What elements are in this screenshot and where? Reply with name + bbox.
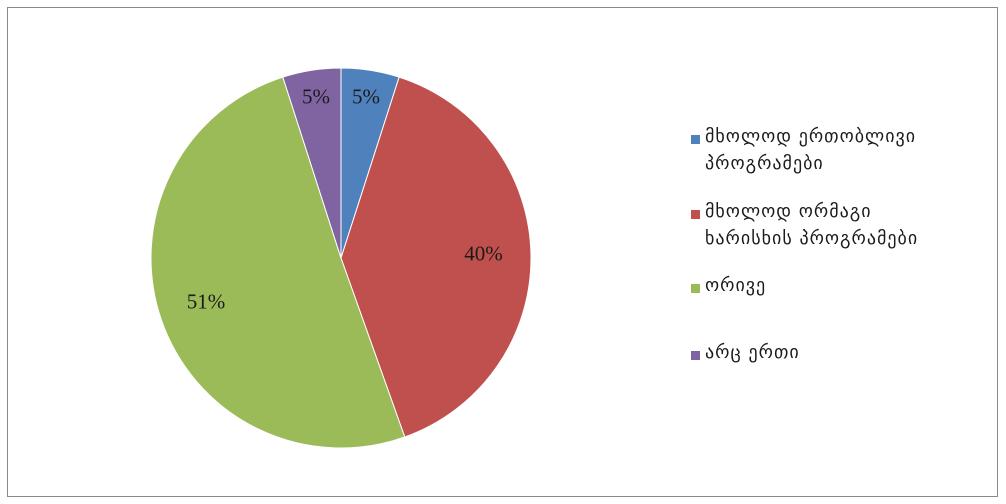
- legend-label-neither: არც ერთი: [705, 342, 800, 363]
- chart-legend: მხოლოდ ერთობლივი პროგრამები მხოლოდ ორმაგ…: [691, 8, 1001, 496]
- data-label-neither: 5%: [302, 84, 330, 108]
- data-label-joint-programs: 5%: [352, 84, 380, 108]
- legend-item-joint-programs: მხოლოდ ერთობლივი პროგრამები: [691, 126, 1005, 177]
- legend-swatch-double-degree-programs: [691, 210, 700, 219]
- legend-item-neither: არც ერთი: [691, 342, 1005, 366]
- pie-slice-double-degree-programs: [340, 76, 532, 438]
- chart-area: 5% 40% 51% 5% მხოლოდ ერთობლივი პროგრამები მ…: [7, 7, 998, 497]
- data-label-double-degree-programs: 40%: [464, 242, 503, 266]
- legend-swatch-both: [691, 284, 700, 293]
- legend-item-double-degree-programs: მხოლოდ ორმაგი ხარისხის პროგრამები: [691, 201, 1005, 252]
- legend-label-both: ორივე: [705, 275, 767, 296]
- legend-item-both: ორივე: [691, 275, 1005, 299]
- pie-slice-neither: [282, 67, 342, 259]
- pie-chart: 5% 40% 51% 5%: [150, 67, 532, 449]
- pie-slice-both: [150, 76, 406, 449]
- legend-label-double-degree-programs: მხოლოდ ორმაგი ხარისხის პროგრამები: [705, 201, 919, 249]
- legend-swatch-joint-programs: [691, 135, 700, 144]
- legend-swatch-neither: [691, 351, 700, 360]
- data-label-both: 51%: [187, 290, 226, 314]
- legend-label-joint-programs: მხოლოდ ერთობლივი პროგრამები: [705, 126, 917, 174]
